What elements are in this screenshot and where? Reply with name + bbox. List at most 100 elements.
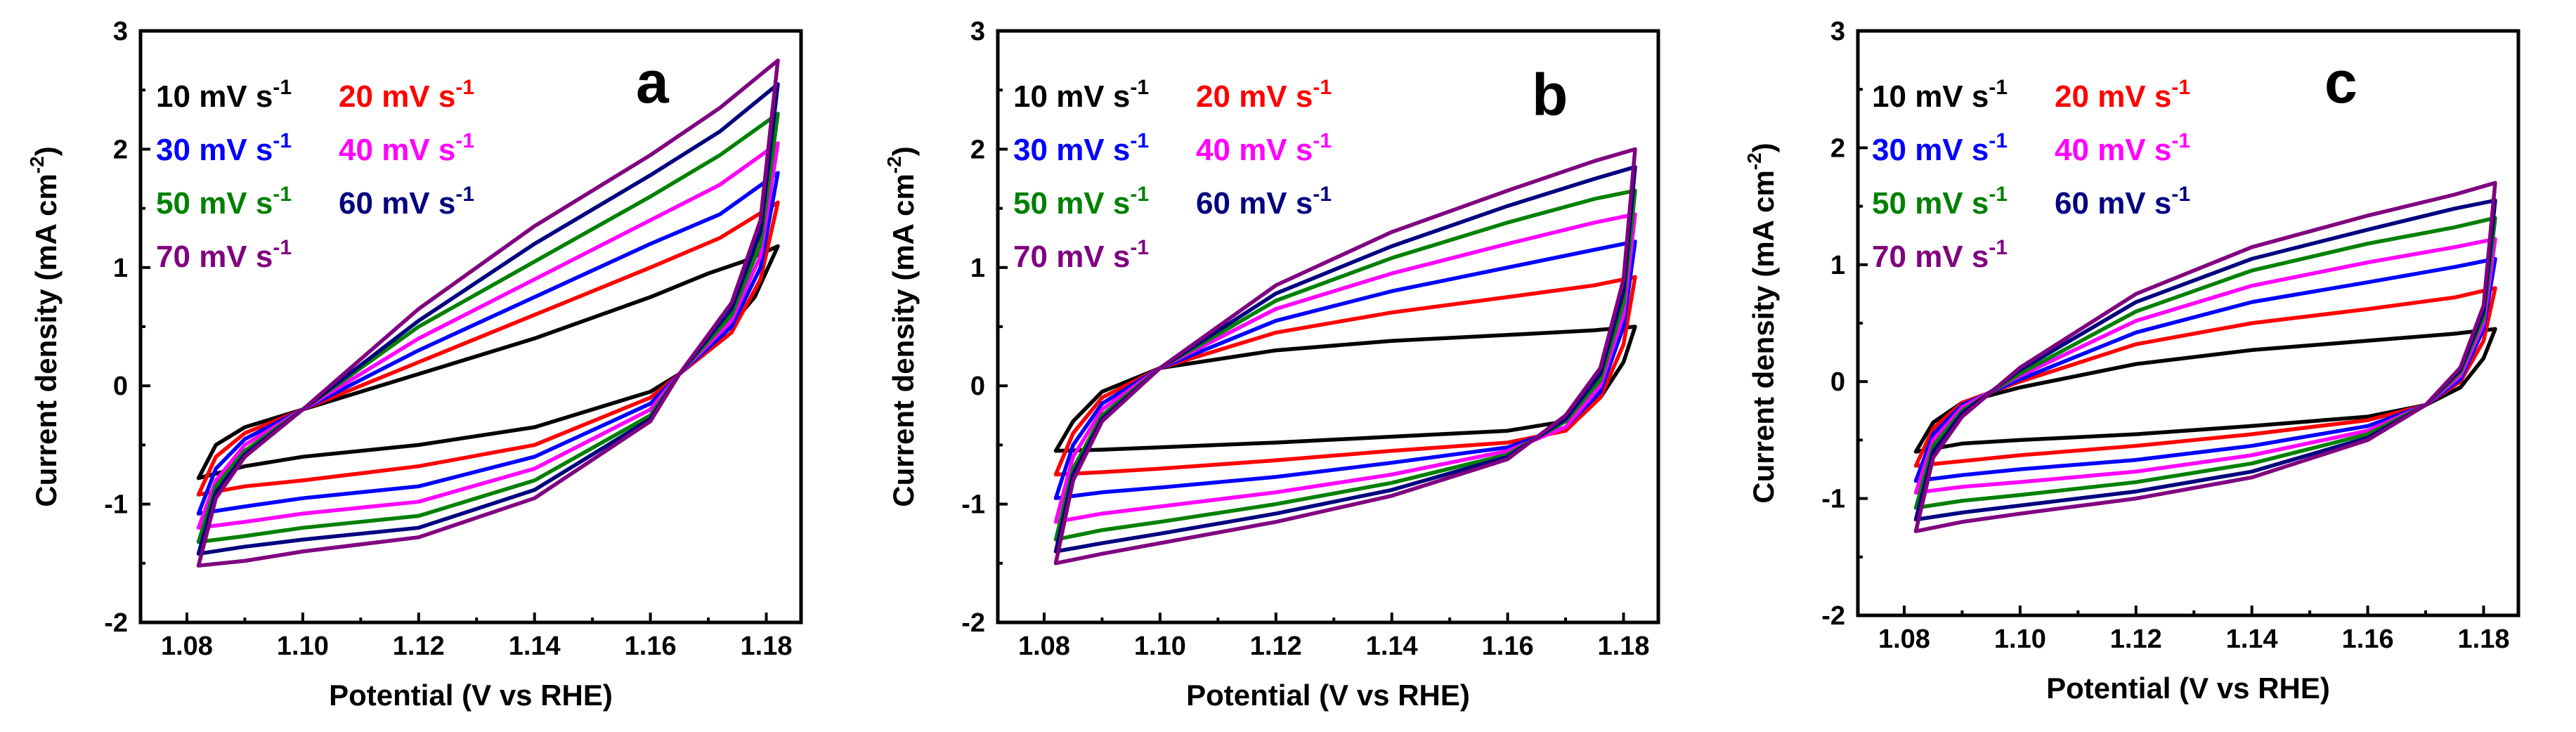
legend-unit: mV s <box>1915 240 1989 274</box>
x-tick-label: 1.16 <box>1482 632 1534 661</box>
x-tick-label: 1.08 <box>1878 625 1930 654</box>
x-tick-label: 1.10 <box>1134 632 1186 661</box>
x-tick-label: 1.18 <box>741 632 793 661</box>
legend-rate: 20 <box>2055 79 2089 114</box>
panel-letter: b <box>1532 62 1568 128</box>
legend-space <box>1048 186 1056 221</box>
legend-unit: mV s <box>382 79 455 114</box>
legend-space <box>1906 79 1915 114</box>
legend-space <box>373 186 382 221</box>
x-tick-label: 1.08 <box>161 632 213 661</box>
legend-space <box>373 79 382 114</box>
legend-rate: 40 <box>339 133 373 167</box>
legend-rate: 10 <box>156 79 190 114</box>
legend-unit: mV s <box>199 186 273 221</box>
legend-entry-60: 60 mV s-1 <box>339 183 474 221</box>
legend-rate: 70 <box>1013 240 1048 274</box>
legend-entry-20: 20 mV s-1 <box>1196 76 1332 114</box>
legend-entry-70: 70 mV s-1 <box>1872 236 2008 274</box>
y-tick-label: -1 <box>104 490 128 520</box>
legend-entry-20: 20 mV s-1 <box>339 76 474 114</box>
legend-rate: 50 <box>1013 186 1048 221</box>
legend-rate: 30 <box>1013 133 1048 167</box>
legend-unit: mV s <box>1056 240 1130 274</box>
legend-rate: 30 <box>156 133 190 167</box>
curves <box>196 58 780 568</box>
panel-letter: c <box>2324 49 2357 115</box>
x-tick-label: 1.08 <box>1018 632 1070 661</box>
legend-rate: 70 <box>156 240 190 274</box>
legend-unit: mV s <box>2097 133 2171 167</box>
legend-entry-60: 60 mV s-1 <box>2055 183 2190 221</box>
y-tick-label: -2 <box>104 608 128 638</box>
y-axis-title-main: Current density (mA cm <box>887 174 920 507</box>
panel-b: 1.08 1.10 1.12 1.14 1.16 1.18 -2 -1 0 1 2 3 Potentia… <box>883 17 1660 712</box>
legend-unit: mV s <box>1056 186 1130 221</box>
legend-exp: -1 <box>1130 129 1149 152</box>
legend-space <box>1230 79 1239 114</box>
curves <box>1913 181 2497 533</box>
legend-entry-60: 60 mV s-1 <box>1196 183 1332 221</box>
legend-rate: 30 <box>1872 133 1906 167</box>
legend-exp: -1 <box>2171 129 2190 152</box>
legend-entry-40: 40 mV s-1 <box>2055 129 2190 167</box>
legend-space <box>190 79 199 114</box>
y-axis-title-exp: -2 <box>1743 152 1765 170</box>
legend-exp: -1 <box>455 183 474 206</box>
legend-unit: mV s <box>2097 79 2171 114</box>
legend-exp: -1 <box>1989 183 2008 206</box>
x-tick-label: 1.14 <box>509 632 561 661</box>
legend-rate: 10 <box>1013 79 1048 114</box>
legend-exp: -1 <box>273 183 292 206</box>
legend: 10 mV s-1 20 mV s-130 mV s-1 40 mV s-150 m… <box>1013 76 1332 274</box>
legend-space <box>190 186 199 221</box>
legend-unit: mV s <box>199 133 273 167</box>
y-axis-title: Current density (mA cm-2) <box>1743 143 1780 503</box>
x-tick-label: 1.12 <box>2110 625 2162 654</box>
legend-exp: -1 <box>1989 236 2008 259</box>
x-tick-label: 1.18 <box>2458 625 2510 654</box>
legend-space <box>2089 186 2097 221</box>
curves <box>1053 147 1637 566</box>
legend-unit: mV s <box>1915 133 1989 167</box>
panel-letter: a <box>636 49 670 115</box>
legend-rate: 40 <box>2055 133 2089 167</box>
legend-entry-30: 30 mV s-1 <box>1013 129 1149 167</box>
legend-space <box>190 240 199 274</box>
legend-entry-50: 50 mV s-1 <box>156 183 292 221</box>
legend-rate: 60 <box>2055 186 2089 221</box>
legend-unit: mV s <box>1239 133 1313 167</box>
legend-space <box>1906 186 1915 221</box>
x-axis-title: Potential (V vs RHE) <box>329 679 613 712</box>
legend-exp: -1 <box>1313 183 1332 206</box>
y-tick-label: -1 <box>1821 485 1845 514</box>
legend-space <box>1906 240 1915 274</box>
panel-c: 1.08 1.10 1.12 1.14 1.16 1.18 -2 -1 0 1 2 3 Potentia… <box>1743 17 2520 705</box>
legend-rate: 60 <box>1196 186 1230 221</box>
y-tick-label: -2 <box>1821 601 1845 631</box>
cv-curve-70 <box>1053 147 1637 566</box>
legend-space <box>1230 186 1239 221</box>
legend-entry-10: 10 mV s-1 <box>1013 76 1149 114</box>
legend-entry-30: 30 mV s-1 <box>1872 129 2008 167</box>
legend-unit: mV s <box>199 79 273 114</box>
x-tick-label: 1.10 <box>277 632 329 661</box>
legend-rate: 70 <box>1872 240 1906 274</box>
y-tick-label: 0 <box>113 372 128 401</box>
legend-unit: mV s <box>1915 186 1989 221</box>
y-axis-title-exp: -2 <box>26 156 48 174</box>
legend-exp: -1 <box>1989 76 2008 99</box>
x-tick-label: 1.16 <box>625 632 677 661</box>
x-tick-label: 1.10 <box>1994 625 2046 654</box>
legend-rate: 50 <box>156 186 190 221</box>
y-tick-label: 1 <box>970 254 985 283</box>
y-tick-label: 1 <box>113 254 128 283</box>
legend-entry-10: 10 mV s-1 <box>1872 76 2008 114</box>
x-tick-label: 1.12 <box>1250 632 1302 661</box>
y-tick-label: 2 <box>113 135 128 164</box>
legend-exp: -1 <box>455 129 474 152</box>
legend-space <box>1230 133 1239 167</box>
legend-exp: -1 <box>1313 129 1332 152</box>
legend-exp: -1 <box>273 129 292 152</box>
y-axis-title-close: ) <box>30 146 63 156</box>
